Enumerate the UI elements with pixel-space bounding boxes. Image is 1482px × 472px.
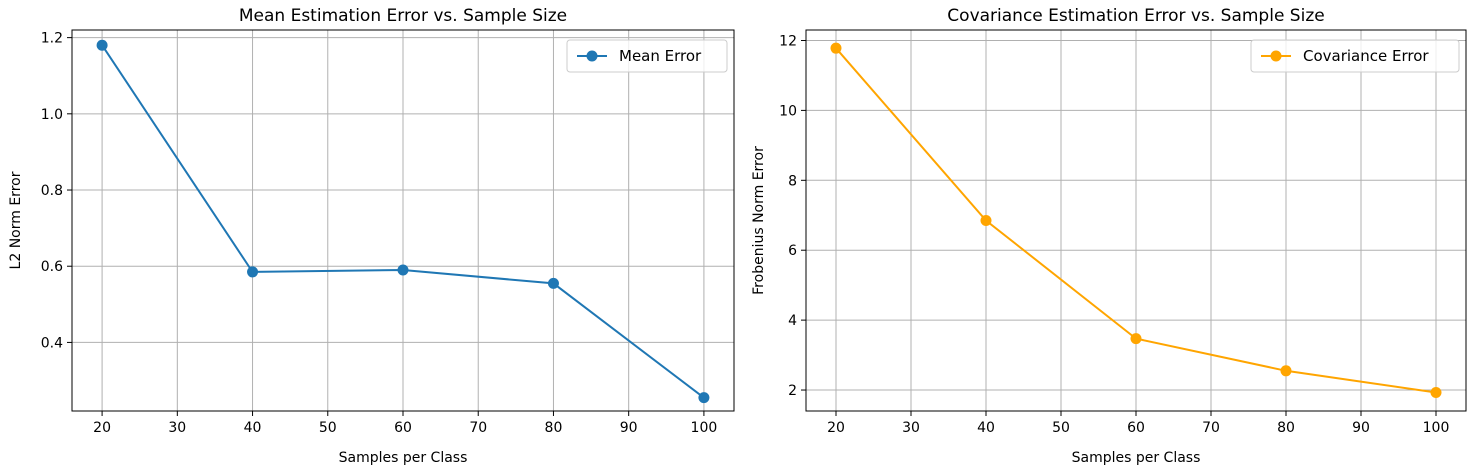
y-tick-label: 0.4 [41,335,63,351]
legend-label: Mean Error [619,47,702,65]
x-tick-label: 20 [827,420,845,436]
x-tick-label: 50 [319,420,337,436]
x-tick-label: 90 [1352,420,1370,436]
y-tick-label: 8 [788,173,797,189]
chart-1: 20 30 40 50 60 70 80 90 100 0.4 0.6 0.8 1.0 1.2 Mean E… [8,6,735,466]
data-point [830,42,842,54]
data-point [397,264,409,276]
y-tick-label: 1.0 [41,107,63,123]
chart-title: Mean Estimation Error vs. Sample Size [239,6,567,26]
x-tick-label: 30 [902,420,920,436]
y-tick-label: 4 [788,313,797,329]
legend-marker [586,50,598,62]
plot-frame [805,29,1467,412]
data-point [96,39,108,51]
x-tick-label: 100 [691,420,718,436]
x-tick-label: 40 [244,420,262,436]
data-point [1130,333,1142,345]
data-point [247,266,259,278]
y-tick-label: 12 [779,33,797,49]
x-tick-label: 70 [1202,420,1220,436]
legend-box [566,39,728,73]
legend: Mean Error [566,39,728,73]
y-axis-label: L2 Norm Error [8,171,24,269]
chart-title: Covariance Estimation Error vs. Sample S… [947,6,1324,26]
data-point [547,277,559,289]
x-axis-label: Samples per Class [1072,450,1201,466]
chart-2: 20 30 40 50 60 70 80 90 100 2 4 6 8 10 12 Covariance Es… [751,6,1467,466]
data-point [980,215,992,226]
x-tick-label: 60 [394,420,412,436]
x-tick-label: 80 [1277,420,1295,436]
x-tick-label: 50 [1052,420,1070,436]
data-point [1430,386,1442,398]
x-axis-label: Samples per Class [339,450,468,466]
x-tick-label: 90 [620,420,638,436]
y-tick-label: 2 [788,383,797,399]
data-point [1280,365,1292,377]
legend-box [1250,39,1460,73]
y-tick-label: 0.6 [41,259,63,275]
y-tick-label: 6 [788,243,797,259]
legend-marker [1270,50,1282,62]
y-tick-label: 10 [779,103,797,119]
data-point [698,392,710,404]
legend: Covariance Error [1250,39,1460,73]
x-tick-label: 60 [1127,420,1145,436]
plot-frame [71,29,735,412]
x-tick-label: 100 [1423,420,1450,436]
x-tick-label: 70 [469,420,487,436]
y-tick-label: 0.8 [41,183,63,199]
y-axis-label: Frobenius Norm Error [751,146,767,295]
legend-label: Covariance Error [1303,47,1429,65]
x-tick-label: 40 [977,420,995,436]
x-tick-label: 80 [545,420,563,436]
x-tick-label: 20 [93,420,111,436]
x-tick-label: 30 [168,420,186,436]
y-tick-label: 1.2 [41,31,63,47]
